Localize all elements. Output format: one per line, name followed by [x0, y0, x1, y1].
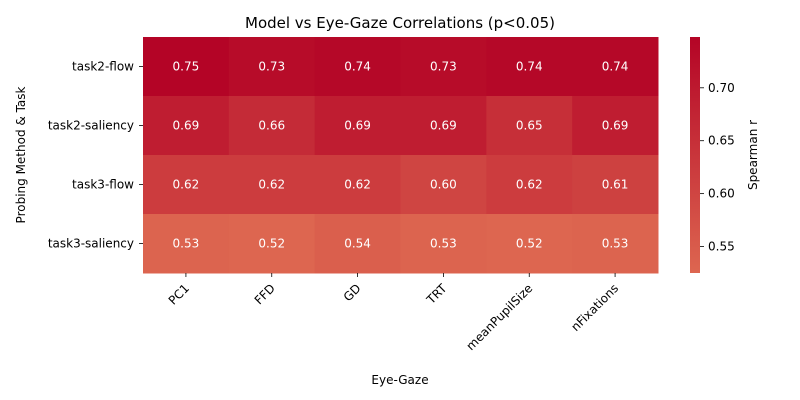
cell-value-label: 0.73: [258, 60, 285, 74]
x-tick-label: TRT: [423, 281, 450, 308]
x-tick-label: GD: [341, 281, 364, 304]
cell-value-label: 0.62: [258, 178, 285, 192]
y-tick-label: task2-flow: [72, 60, 134, 74]
cell-value-label: 0.69: [344, 119, 371, 133]
heatmap-cell: [314, 37, 401, 97]
heatmap-cell: [486, 96, 573, 156]
colorbar-tick-label: 0.65: [708, 134, 735, 148]
colorbar-label: Spearman r: [746, 120, 760, 190]
cell-value-label: 0.62: [516, 178, 543, 192]
heatmap-cell: [228, 155, 316, 215]
heatmap-cell: [486, 37, 573, 97]
heatmap-cell: [486, 214, 573, 274]
cell-value-label: 0.52: [516, 237, 543, 251]
colorbar-tick-label: 0.55: [708, 240, 735, 254]
chart-title: Model vs Eye-Gaze Correlations (p<0.05): [245, 14, 555, 32]
heatmap-cell: [572, 96, 659, 156]
cell-value-label: 0.74: [516, 60, 543, 74]
cell-value-label: 0.60: [430, 178, 457, 192]
colorbar-tick-label: 0.60: [708, 187, 735, 201]
cell-value-label: 0.69: [602, 119, 629, 133]
cell-value-label: 0.74: [602, 60, 629, 74]
cell-value-label: 0.62: [344, 178, 371, 192]
cell-value-label: 0.69: [430, 119, 457, 133]
cell-value-label: 0.53: [430, 237, 457, 251]
cell-value-label: 0.69: [173, 119, 200, 133]
heatmap-cell: [314, 155, 401, 215]
cell-value-label: 0.66: [258, 119, 285, 133]
heatmap-cell: [228, 214, 316, 274]
heatmap-cell: [400, 155, 487, 215]
cell-value-label: 0.73: [430, 60, 457, 74]
heatmap-cell: [572, 214, 659, 274]
heatmap-cell: [143, 37, 230, 97]
y-axis-label: Probing Method & Task: [14, 86, 28, 223]
x-tick-label: PC1: [166, 281, 192, 307]
x-axis-label: Eye-Gaze: [371, 373, 428, 387]
cell-value-label: 0.53: [173, 237, 200, 251]
x-tick-label: meanPupilSize: [464, 281, 536, 353]
y-tick-label: task3-flow: [72, 178, 134, 192]
heatmap-cell: [314, 214, 401, 274]
heatmap-cell: [228, 96, 316, 156]
cell-value-label: 0.52: [258, 237, 285, 251]
x-tick-label: nFixations: [568, 281, 621, 334]
x-tick-label: FFD: [252, 281, 278, 307]
cell-value-label: 0.65: [516, 119, 543, 133]
cell-value-label: 0.53: [602, 237, 629, 251]
heatmap-cell: [572, 155, 659, 215]
cell-value-label: 0.74: [344, 60, 371, 74]
colorbar: [690, 37, 700, 273]
heatmap-cell: [314, 96, 401, 156]
y-tick-label: task3-saliency: [48, 237, 134, 251]
heatmap-cell: [143, 155, 230, 215]
cell-value-label: 0.61: [602, 178, 629, 192]
heatmap-cell: [400, 37, 487, 97]
cell-value-label: 0.75: [173, 60, 200, 74]
heatmap-cell: [143, 214, 230, 274]
heatmap-cell: [400, 96, 487, 156]
cell-value-label: 0.62: [173, 178, 200, 192]
y-tick-label: task2-saliency: [48, 119, 134, 133]
heatmap-cell: [143, 96, 230, 156]
cell-value-label: 0.54: [344, 237, 371, 251]
heatmap-cell: [572, 37, 659, 97]
heatmap-cell: [228, 37, 316, 97]
heatmap-cell: [486, 155, 573, 215]
heatmap-cell: [400, 214, 487, 274]
colorbar-tick-label: 0.70: [708, 81, 735, 95]
